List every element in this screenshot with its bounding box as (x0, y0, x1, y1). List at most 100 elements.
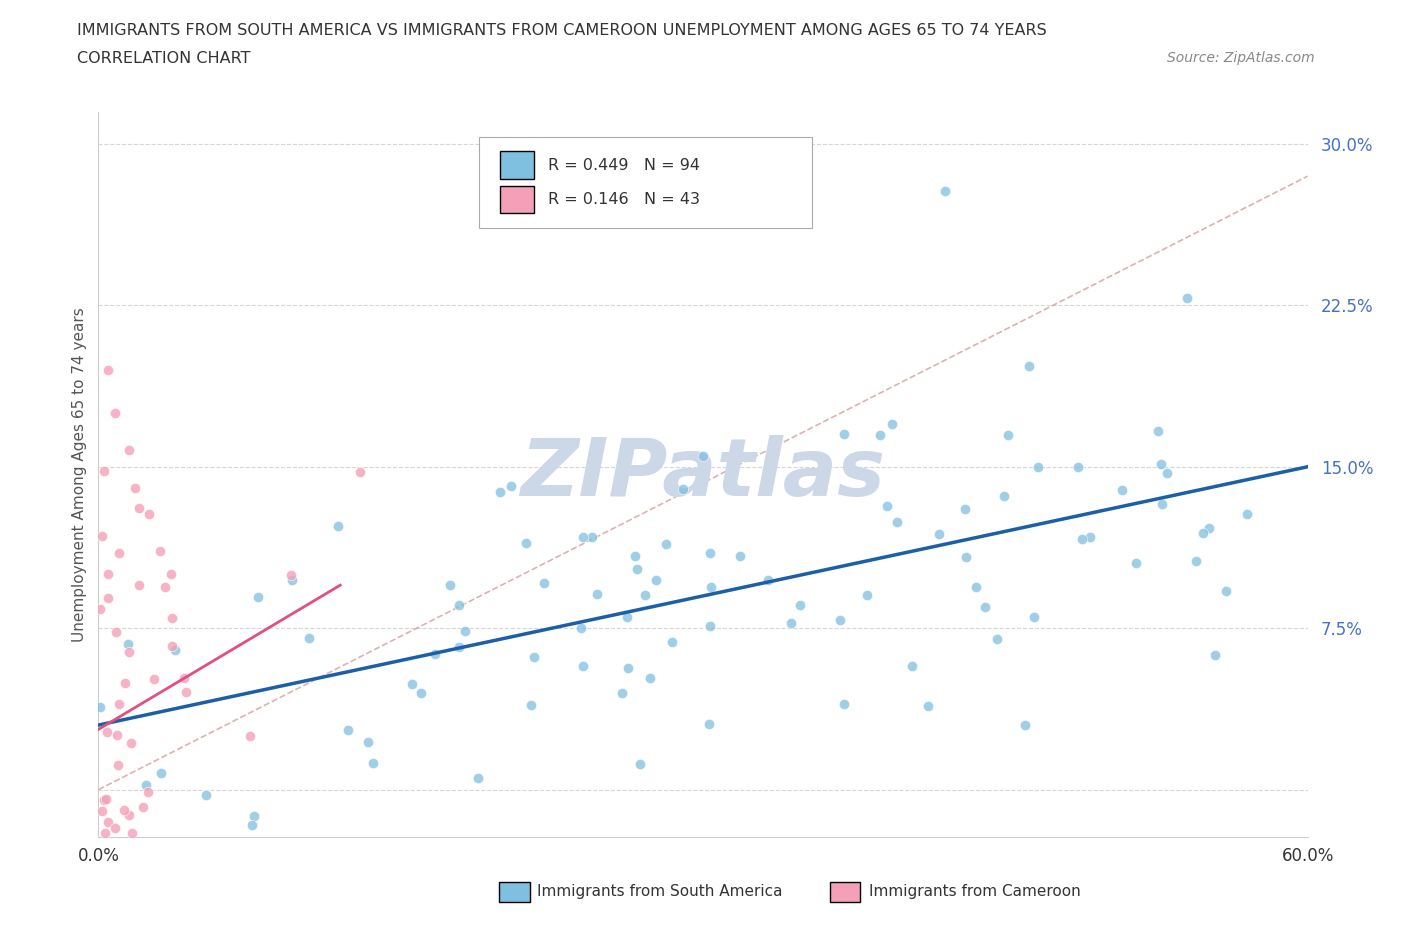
Point (699, 545, 721, 560)
Point (626, 562, 648, 577)
Point (869, 428, 891, 443)
Point (96, 724, 118, 739)
Point (128, 500, 150, 515)
Point (336, 723, 359, 737)
Point (454, 623, 477, 638)
Point (281, 573, 304, 588)
Point (616, 660, 638, 675)
Point (986, 631, 1008, 646)
Point (107, 758, 129, 773)
Point (401, 676, 423, 691)
Point (425, 646, 447, 661)
Point (780, 616, 803, 631)
Point (118, 644, 141, 659)
Point (832, 696, 855, 711)
Point (112, 803, 135, 817)
Point (661, 634, 683, 649)
Point (1078, 529, 1101, 544)
Point (928, 526, 950, 541)
FancyBboxPatch shape (501, 152, 534, 179)
Point (634, 588, 657, 603)
Point (756, 573, 779, 588)
Point (1067, 459, 1090, 474)
Text: Immigrants from Cameroon: Immigrants from Cameroon (869, 884, 1081, 899)
Point (118, 808, 141, 823)
Point (132, 800, 155, 815)
Point (789, 597, 811, 612)
Point (1150, 457, 1173, 472)
Point (97, 815, 120, 830)
Point (239, 728, 262, 743)
Point (361, 755, 384, 770)
Point (1204, 647, 1226, 662)
Text: Immigrants from South America: Immigrants from South America (537, 884, 783, 899)
Point (581, 529, 603, 544)
Point (118, 442, 141, 457)
Point (467, 771, 489, 786)
Point (612, 685, 634, 700)
Point (149, 765, 172, 780)
Point (616, 609, 638, 624)
Point (143, 671, 166, 686)
Point (1018, 359, 1040, 374)
Point (1198, 521, 1220, 536)
Point (1071, 532, 1094, 547)
Point (953, 501, 976, 516)
Point (699, 618, 721, 633)
Text: CORRELATION CHART: CORRELATION CHART (77, 51, 250, 66)
Point (104, 624, 127, 639)
Point (1026, 459, 1049, 474)
Point (326, 519, 349, 534)
Point (489, 485, 512, 499)
Point (121, 825, 143, 840)
Point (449, 598, 471, 613)
Text: IMMIGRANTS FROM SOUTH AMERICA VS IMMIGRANTS FROM CAMEROON UNEMPLOYMENT AMONG AGE: IMMIGRANTS FROM SOUTH AMERICA VS IMMIGRA… (77, 23, 1047, 38)
FancyBboxPatch shape (479, 137, 811, 228)
Point (997, 428, 1019, 443)
Point (1185, 553, 1208, 568)
Point (243, 808, 266, 823)
Point (105, 727, 128, 742)
Point (135, 777, 157, 792)
Point (138, 507, 160, 522)
Point (124, 481, 146, 496)
Point (120, 736, 142, 751)
Point (499, 479, 522, 494)
Point (700, 579, 723, 594)
Point (117, 637, 139, 652)
Point (533, 576, 555, 591)
Point (1236, 507, 1258, 522)
Point (89, 602, 111, 617)
Point (97, 567, 120, 582)
Point (91, 528, 114, 543)
Point (728, 549, 751, 564)
Text: R = 0.449   N = 94: R = 0.449 N = 94 (548, 158, 700, 173)
Point (586, 587, 609, 602)
Y-axis label: Unemployment Among Ages 65 to 74 years: Unemployment Among Ages 65 to 74 years (72, 307, 87, 642)
Point (1014, 718, 1036, 733)
Point (672, 481, 695, 496)
Point (645, 573, 668, 588)
Text: R = 0.146   N = 43: R = 0.146 N = 43 (548, 192, 700, 206)
Point (569, 621, 592, 636)
Point (917, 698, 939, 713)
Point (1111, 483, 1133, 498)
Point (298, 631, 321, 645)
Point (128, 578, 150, 592)
Point (107, 545, 129, 560)
Point (165, 643, 187, 658)
Point (628, 756, 651, 771)
Point (173, 670, 195, 684)
Point (240, 817, 263, 832)
Point (1125, 556, 1147, 571)
Point (955, 549, 977, 564)
Point (160, 610, 183, 625)
Point (349, 464, 371, 479)
Point (449, 639, 471, 654)
Point (114, 675, 136, 690)
Point (93, 825, 115, 840)
Point (655, 537, 678, 551)
Point (828, 612, 851, 627)
Point (1156, 466, 1178, 481)
Point (94, 791, 117, 806)
